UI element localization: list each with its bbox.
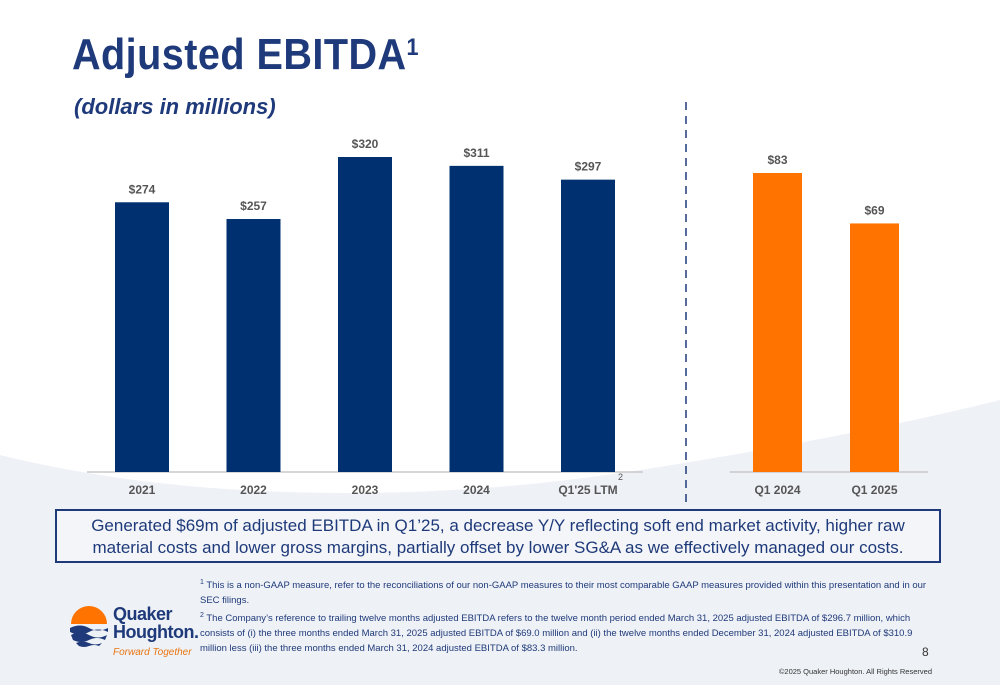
quaker-houghton-logo-mark <box>70 606 108 647</box>
annual-data-label-5: $297 <box>575 160 602 174</box>
annual-bar-2 <box>226 219 281 472</box>
page-number: 8 <box>922 645 929 659</box>
quarter-tick-label-2: Q1 2025 <box>851 483 897 497</box>
annual-bar-4 <box>449 165 504 472</box>
annual-ebitda-chart: $274 2021 $257 2022 $320 2023 $311 2024 $297 Q1'2… <box>87 137 643 497</box>
logo-tagline: Forward Together <box>113 647 192 658</box>
annual-tick-footnote-5: 2 <box>618 472 623 482</box>
annual-tick-label-5: Q1'25 LTM <box>558 483 617 497</box>
quarter-data-label-1: $83 <box>767 153 787 167</box>
annual-data-label-4: $311 <box>463 146 489 160</box>
quarterly-ebitda-chart: $83 Q1 2024 $69 Q1 2025 <box>730 153 928 497</box>
quarter-bar-1 <box>753 173 802 472</box>
summary-callout: Generated $69m of adjusted EBITDA in Q1’… <box>55 509 941 563</box>
annual-tick-label-2: 2022 <box>240 483 267 497</box>
annual-tick-label-1: 2021 <box>129 483 156 497</box>
annual-tick-label-4: 2024 <box>463 483 490 497</box>
title-footnote-mark: 1 <box>406 34 420 61</box>
logo-name-line2: Houghton. <box>113 622 199 642</box>
footnote-1: 1 This is a non-GAAP measure, refer to t… <box>200 579 927 607</box>
quarter-bar-2 <box>850 223 899 472</box>
annual-data-label-1: $274 <box>129 182 156 196</box>
company-logo: Quaker Houghton. Forward Together <box>68 604 199 666</box>
quarter-tick-label-1: Q1 2024 <box>754 483 800 497</box>
page-title: Adjusted EBITDA1 <box>72 30 420 79</box>
annual-data-label-2: $257 <box>240 199 267 213</box>
annual-data-label-3: $320 <box>352 137 379 151</box>
annual-bar-3 <box>338 157 392 472</box>
footnotes: 1 This is a non-GAAP measure, refer to t… <box>200 575 936 656</box>
logo-name-line1: Quaker <box>113 604 173 624</box>
annual-bar-5 <box>561 179 615 472</box>
annual-bar-1 <box>115 202 169 472</box>
copyright-notice: ©2025 Quaker Houghton. All Rights Reserv… <box>778 667 932 676</box>
quarter-data-label-2: $69 <box>864 203 884 217</box>
annual-tick-label-3: 2023 <box>352 483 379 497</box>
footnote-2: 2 The Company’s reference to trailing tw… <box>200 612 913 655</box>
page-subtitle: (dollars in millions) <box>74 94 276 119</box>
